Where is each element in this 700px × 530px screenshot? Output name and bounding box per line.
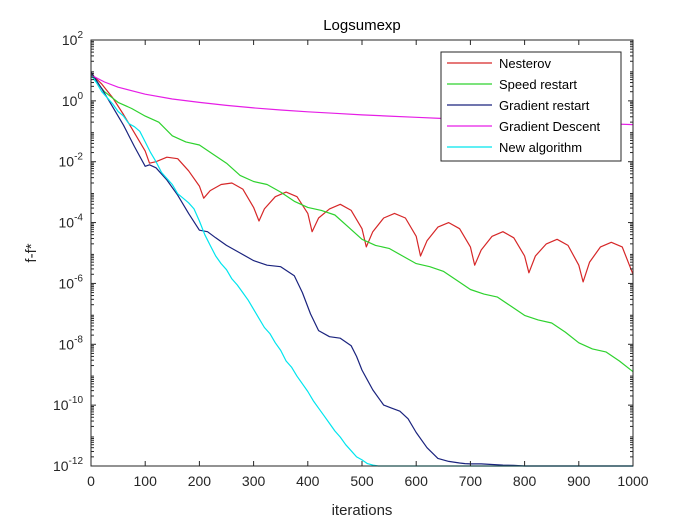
legend-label-0: Nesterov xyxy=(499,56,552,71)
y-tick-exponent: -12 xyxy=(69,456,84,467)
y-tick-exponent: -2 xyxy=(74,152,83,163)
y-tick-exponent: -8 xyxy=(74,334,83,345)
x-tick-label: 900 xyxy=(567,473,591,489)
series-lines xyxy=(90,71,634,467)
legend-label-4: New algorithm xyxy=(499,140,582,155)
legend-box xyxy=(440,51,622,162)
legend: Nesterov Speed restart Gradient restart Gra… xyxy=(440,51,622,162)
x-tick-label: 200 xyxy=(188,473,212,489)
y-axis-label: f-f* xyxy=(23,243,40,262)
series-line-1 xyxy=(90,74,634,373)
x-tick-label: 500 xyxy=(350,473,374,489)
series-line-4 xyxy=(90,74,633,467)
x-tick-label: 800 xyxy=(513,473,537,489)
y-tick-exponent: -4 xyxy=(74,213,83,224)
y-tick-label: 102 xyxy=(62,30,84,48)
x-tick-label: 700 xyxy=(459,473,483,489)
chart-title: Logsumexp xyxy=(323,17,401,34)
x-tick-label: 400 xyxy=(296,473,320,489)
y-tick-label: 100 xyxy=(62,91,84,109)
series-line-0 xyxy=(90,73,634,283)
legend-label-3: Gradient Descent xyxy=(499,119,601,134)
legend-label-1: Speed restart xyxy=(499,77,577,92)
x-tick-label: 300 xyxy=(242,473,266,489)
y-tick-label: 10-12 xyxy=(53,456,83,474)
x-tick-label: 1000 xyxy=(617,473,648,489)
y-axis: 102 100 10-2 10-4 10-6 10-8 10-10 10-12 xyxy=(53,30,633,474)
y-tick-label: 10-4 xyxy=(59,213,84,231)
series-line-2 xyxy=(90,71,633,467)
x-axis-label: iterations xyxy=(332,502,393,519)
y-tick-exponent: -10 xyxy=(69,395,84,406)
y-tick-label: 10-2 xyxy=(59,152,84,170)
y-tick-exponent: 2 xyxy=(77,30,83,41)
x-tick-label: 100 xyxy=(134,473,158,489)
legend-label-2: Gradient restart xyxy=(499,98,590,113)
y-tick-exponent: 0 xyxy=(77,91,83,102)
y-tick-exponent: -6 xyxy=(74,273,83,284)
y-tick-label: 10-10 xyxy=(53,395,83,413)
y-tick-label: 10-6 xyxy=(59,273,84,291)
x-tick-label: 0 xyxy=(87,473,95,489)
x-tick-label: 600 xyxy=(405,473,429,489)
x-axis: 0 100 200 300 400 500 600 700 800 900 1000 xyxy=(87,40,649,489)
y-tick-label: 10-8 xyxy=(59,334,84,352)
